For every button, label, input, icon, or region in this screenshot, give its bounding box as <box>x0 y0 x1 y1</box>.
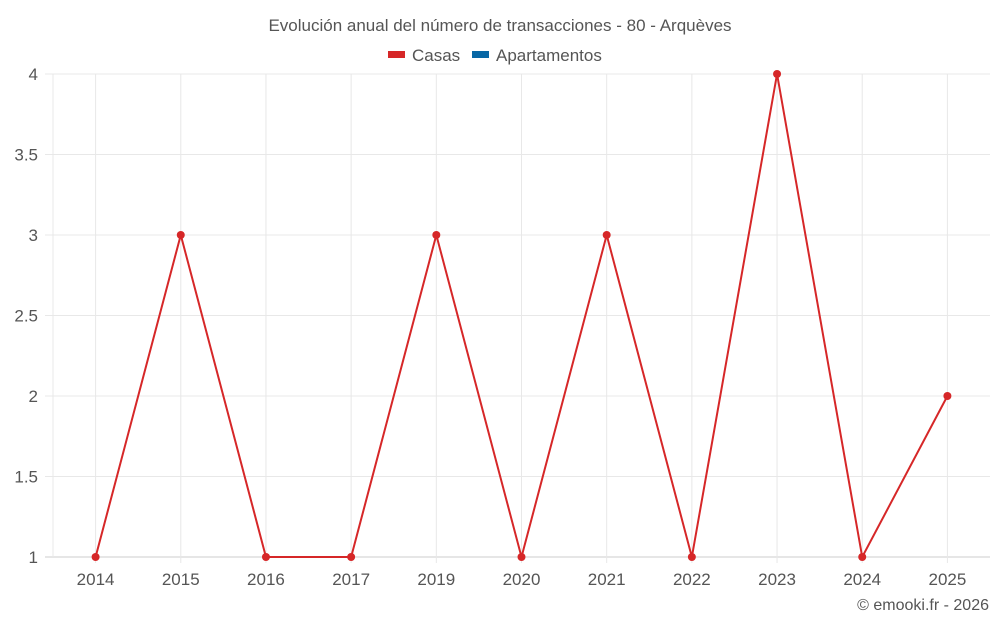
y-tick-label: 1.5 <box>14 468 38 487</box>
x-tick-label: 2016 <box>247 570 285 589</box>
x-tick-label: 2023 <box>758 570 796 589</box>
legend-label-apartamentos[interactable]: Apartamentos <box>496 46 602 65</box>
x-tick-label: 2015 <box>162 570 200 589</box>
x-tick-label: 2019 <box>417 570 455 589</box>
data-point <box>943 392 952 400</box>
data-point <box>602 231 611 239</box>
credit: © emooki.fr - 2026 <box>857 597 989 614</box>
legend-swatch-casas <box>388 51 405 58</box>
x-tick-label: 2017 <box>332 570 370 589</box>
data-point <box>261 553 270 561</box>
x-tick-label: 2024 <box>843 570 881 589</box>
data-point <box>517 553 526 561</box>
x-tick-label: 2021 <box>588 570 626 589</box>
data-point <box>858 553 867 561</box>
x-tick-label: 2025 <box>928 570 966 589</box>
data-point <box>432 231 441 239</box>
y-tick-label: 1 <box>29 548 38 567</box>
y-tick-label: 4 <box>29 65 38 84</box>
y-tick-label: 3 <box>29 226 38 245</box>
legend[interactable]: Casas Apartamentos <box>388 46 602 65</box>
chart-title: Evolución anual del número de transaccio… <box>268 16 731 35</box>
data-point <box>91 553 100 561</box>
legend-swatch-apartamentos <box>472 51 489 58</box>
x-tick-label: 2020 <box>503 570 541 589</box>
legend-label-casas[interactable]: Casas <box>412 46 460 65</box>
x-tick-label: 2022 <box>673 570 711 589</box>
data-point <box>687 553 696 561</box>
data-point <box>176 231 185 239</box>
y-tick-label: 2.5 <box>14 307 38 326</box>
y-tick-label: 3.5 <box>14 146 38 165</box>
y-tick-label: 2 <box>29 387 38 406</box>
data-point <box>773 70 782 78</box>
data-point <box>347 553 356 561</box>
x-tick-label: 2014 <box>77 570 115 589</box>
